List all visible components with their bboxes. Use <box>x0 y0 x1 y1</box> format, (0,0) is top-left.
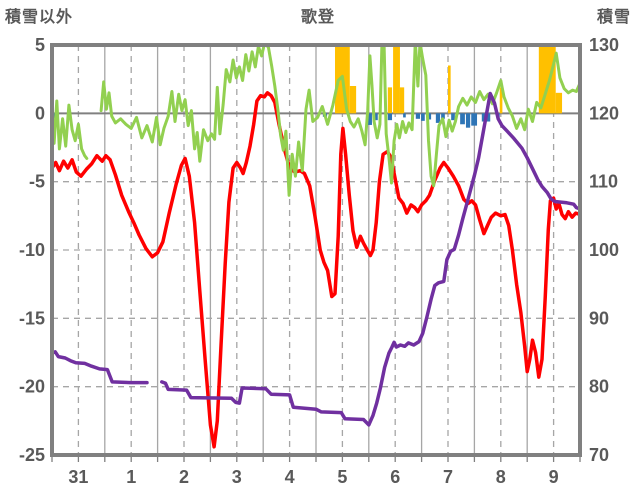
precipitation-bar <box>471 113 478 126</box>
gridlines <box>52 45 580 455</box>
right-axis-title: 積雪 <box>596 9 631 26</box>
left-axis-title: 積雪以外 <box>5 9 74 26</box>
sunshine-bar <box>555 92 563 114</box>
left-axis-tick-label: -10 <box>19 240 45 260</box>
x-axis-ticks <box>51 457 581 462</box>
left-axis-tick-label: -5 <box>29 172 45 192</box>
x-axis-tick-label: 2 <box>179 467 189 487</box>
x-axis-tick-label: 1 <box>126 467 136 487</box>
x-axis-tick-label: 8 <box>496 467 506 487</box>
purple-line <box>52 350 149 385</box>
bar-groups <box>52 45 563 128</box>
sunshine-bar <box>399 87 405 114</box>
left-axis-tick-label: -15 <box>19 308 45 328</box>
right-axis-tick-label: 110 <box>589 172 618 192</box>
sunshine-bar <box>387 87 393 114</box>
right-axis-tick-label: 130 <box>589 35 619 55</box>
purple-line <box>160 91 580 427</box>
left-axis-tick-label: -20 <box>19 377 45 397</box>
precipitation-bar <box>465 113 471 128</box>
left-axis-tick-label: -25 <box>19 445 45 465</box>
chart-title: 歌登 <box>300 9 335 26</box>
right-axis-tick-label: 90 <box>589 308 609 328</box>
plot-frame <box>50 43 582 457</box>
precipitation-bar <box>460 113 465 125</box>
x-axis-tick-label: 6 <box>390 467 400 487</box>
right-axis-tick-label: 120 <box>589 103 619 123</box>
line-series <box>52 44 580 449</box>
precipitation-bar <box>403 113 406 118</box>
precipitation-bar <box>435 113 441 123</box>
precipitation-bar <box>421 113 425 121</box>
green-line <box>52 99 89 160</box>
right-axis-tick-label: 80 <box>589 377 609 397</box>
precipitation-bar <box>451 113 455 121</box>
precipitation-bar <box>415 113 421 119</box>
precipitation-bar <box>367 113 372 125</box>
sunshine-bar <box>393 45 400 114</box>
x-axis-tick-label: 7 <box>443 467 453 487</box>
right-axis-tick-label: 100 <box>589 240 619 260</box>
axis-labels: 5 0 -5 -10 -15 -20 -25 130 120 110 100 90 80 70 31 1 2 3 4… <box>19 35 619 487</box>
x-axis-tick-label: 4 <box>285 467 295 487</box>
sunshine-bar <box>448 65 451 114</box>
left-axis-tick-label: 5 <box>35 35 45 55</box>
right-axis-tick-label: 70 <box>589 445 609 465</box>
x-axis-tick-label: 3 <box>232 467 242 487</box>
red-line <box>52 91 580 449</box>
left-axis-tick-label: 0 <box>35 103 45 123</box>
precipitation-bar <box>387 113 393 121</box>
precipitation-bar <box>373 113 378 121</box>
x-axis-tick-label: 9 <box>549 467 559 487</box>
sunshine-bar <box>499 87 503 114</box>
x-axis-tick-label: 31 <box>68 467 88 487</box>
x-axis-tick-label: 5 <box>337 467 347 487</box>
sunshine-bar <box>349 86 357 114</box>
precipitation-bar <box>441 113 445 119</box>
